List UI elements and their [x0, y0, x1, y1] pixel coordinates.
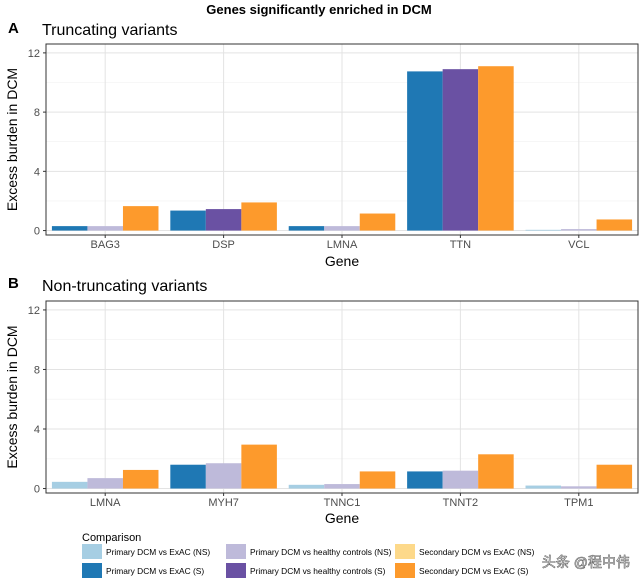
bar	[525, 485, 562, 489]
bar	[87, 226, 123, 231]
panel-letter: A	[8, 20, 19, 37]
bar	[51, 226, 88, 231]
y-tick-label: 8	[34, 107, 40, 119]
bar	[324, 226, 360, 231]
y-tick-label: 8	[34, 364, 40, 376]
bar	[122, 206, 159, 231]
bar	[442, 470, 479, 489]
panel-letter: B	[8, 275, 19, 292]
bar	[407, 471, 443, 489]
y-tick-label: 4	[34, 424, 40, 436]
y-tick-label: 0	[34, 484, 40, 496]
x-tick-label: TNNT2	[443, 497, 478, 509]
bar	[478, 454, 514, 489]
x-axis-label: Gene	[325, 253, 359, 269]
bar	[596, 464, 633, 489]
x-axis-label: Gene	[325, 510, 359, 526]
y-tick-label: 12	[28, 48, 40, 60]
figure-title: Genes significantly enriched in DCM	[206, 2, 431, 17]
bar	[525, 229, 562, 231]
y-axis-label: Excess burden in DCM	[4, 68, 20, 211]
bar	[205, 209, 242, 231]
bar	[87, 478, 123, 489]
legend-label: Primary DCM vs healthy controls (NS)	[250, 547, 392, 557]
bar	[205, 463, 242, 489]
x-tick-label: DSP	[212, 239, 235, 251]
legend-label: Secondary DCM vs ExAC (NS)	[419, 547, 535, 557]
bar	[241, 202, 277, 231]
x-tick-label: TTN	[450, 239, 471, 251]
bar	[324, 484, 360, 489]
legend: Comparison Primary DCM vs ExAC (NS) Prima…	[82, 532, 535, 578]
bar	[407, 71, 443, 231]
legend-label: Primary DCM vs ExAC (S)	[106, 566, 204, 576]
bar	[51, 481, 88, 489]
panel-non-truncating: B Non-truncating variants 0 4 8 12 LMNA MYH7 TNN…	[4, 275, 639, 526]
watermark: 头条 @程中伟	[542, 554, 630, 570]
x-tick-label: TNNC1	[324, 497, 361, 509]
legend-label: Primary DCM vs ExAC (NS)	[106, 547, 210, 557]
bar	[359, 213, 396, 231]
x-tick-label: LMNA	[327, 239, 358, 251]
bar	[241, 444, 277, 489]
legend-swatch	[395, 563, 415, 578]
plot-border	[45, 300, 639, 494]
legend-swatch	[82, 563, 102, 578]
bar	[478, 66, 514, 231]
bar	[288, 226, 325, 231]
legend-swatch	[82, 544, 102, 559]
x-tick-label: VCL	[568, 239, 589, 251]
panel-title: Non-truncating variants	[42, 278, 207, 295]
bar	[442, 69, 479, 231]
legend-swatch	[226, 544, 246, 559]
x-tick-label: MYH7	[208, 497, 239, 509]
bar	[596, 219, 633, 231]
x-tick-label: TPM1	[564, 497, 593, 509]
panel-truncating: A Truncating variants 0 4 8 12 BAG3 DSP LMNA TTN V…	[4, 20, 639, 269]
y-tick-label: 0	[34, 226, 40, 238]
x-tick-label: LMNA	[90, 497, 121, 509]
bar	[122, 469, 159, 489]
legend-label: Primary DCM vs healthy controls (S)	[250, 566, 386, 576]
legend-swatch	[395, 544, 415, 559]
y-tick-label: 12	[28, 305, 40, 317]
bar	[561, 229, 597, 231]
legend-swatch	[226, 563, 246, 578]
bar	[359, 471, 396, 489]
bar	[288, 484, 325, 489]
panel-title: Truncating variants	[42, 22, 177, 39]
y-tick-label: 4	[34, 166, 40, 178]
bar	[561, 486, 597, 489]
y-axis-label: Excess burden in DCM	[4, 325, 20, 468]
x-tick-label: BAG3	[91, 239, 120, 251]
plot-border	[45, 43, 639, 236]
legend-label: Secondary DCM vs ExAC (S)	[419, 566, 529, 576]
legend-title: Comparison	[82, 532, 141, 544]
bar	[170, 464, 206, 489]
bar	[170, 210, 206, 231]
